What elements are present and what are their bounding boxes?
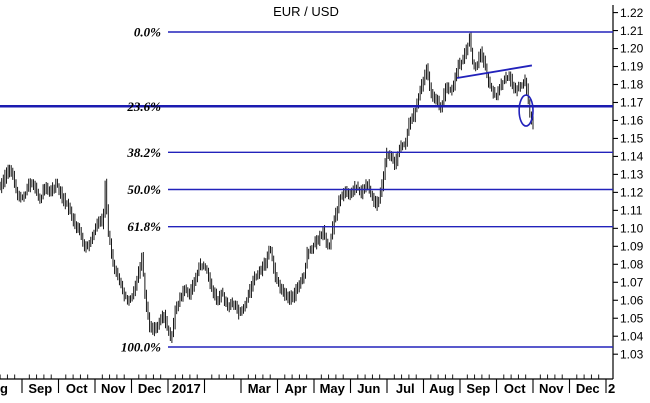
y-axis-label: 1.08 xyxy=(620,258,644,272)
y-axis-label: 1.06 xyxy=(620,293,644,307)
month-label: Sep xyxy=(28,381,52,396)
month-label: Dec xyxy=(576,381,600,396)
month-label: Nov xyxy=(539,381,564,396)
y-axis-label: 1.19 xyxy=(620,60,644,74)
y-axis-label: 1.05 xyxy=(620,311,644,325)
y-axis-label: 1.10 xyxy=(620,222,644,236)
y-axis-label: 1.20 xyxy=(620,42,644,56)
month-label: Mar xyxy=(248,381,271,396)
y-axis-label: 1.22 xyxy=(620,6,644,20)
month-label: g xyxy=(0,381,8,396)
fib-level-label-23.6%: 23.6% xyxy=(126,99,161,114)
y-axis-label: 1.13 xyxy=(620,168,644,182)
fib-level-label-50.0%: 50.0% xyxy=(127,182,161,197)
month-label: Jul xyxy=(396,381,415,396)
y-axis-label: 1.09 xyxy=(620,240,644,254)
y-axis-label: 1.21 xyxy=(620,24,644,38)
y-axis-label: 1.11 xyxy=(620,204,643,218)
month-label: Nov xyxy=(101,381,126,396)
fib-level-label-38.2%: 38.2% xyxy=(126,145,161,160)
price-bars xyxy=(0,32,534,343)
month-label: Oct xyxy=(66,381,88,396)
month-label: Aug xyxy=(429,381,454,396)
month-label: Apr xyxy=(285,381,307,396)
y-axis-label: 1.04 xyxy=(620,329,644,343)
fib-level-label-61.8%: 61.8% xyxy=(127,219,161,234)
month-label: Jun xyxy=(357,381,380,396)
month-label: Dec xyxy=(138,381,162,396)
month-label: May xyxy=(320,381,346,396)
trendline-annotation xyxy=(456,64,533,79)
ellipse-annotation xyxy=(518,94,534,127)
y-axis-label: 1.14 xyxy=(620,150,644,164)
y-axis-label: 1.16 xyxy=(620,114,644,128)
fib-level-label-0.0%: 0.0% xyxy=(134,25,161,40)
month-label: 2 xyxy=(608,381,615,396)
chart-title: EUR / USD xyxy=(273,4,339,19)
y-axis-label: 1.03 xyxy=(620,347,644,361)
y-axis-label: 1.17 xyxy=(620,96,644,110)
y-axis-label: 1.07 xyxy=(620,275,644,289)
month-label: Oct xyxy=(504,381,526,396)
fib-level-label-100.0%: 100.0% xyxy=(121,340,161,355)
y-axis-label: 1.18 xyxy=(620,78,644,92)
y-axis-label: 1.12 xyxy=(620,186,644,200)
month-label: Sep xyxy=(466,381,490,396)
y-axis-label: 1.15 xyxy=(620,132,644,146)
month-label: 2017 xyxy=(172,381,201,396)
